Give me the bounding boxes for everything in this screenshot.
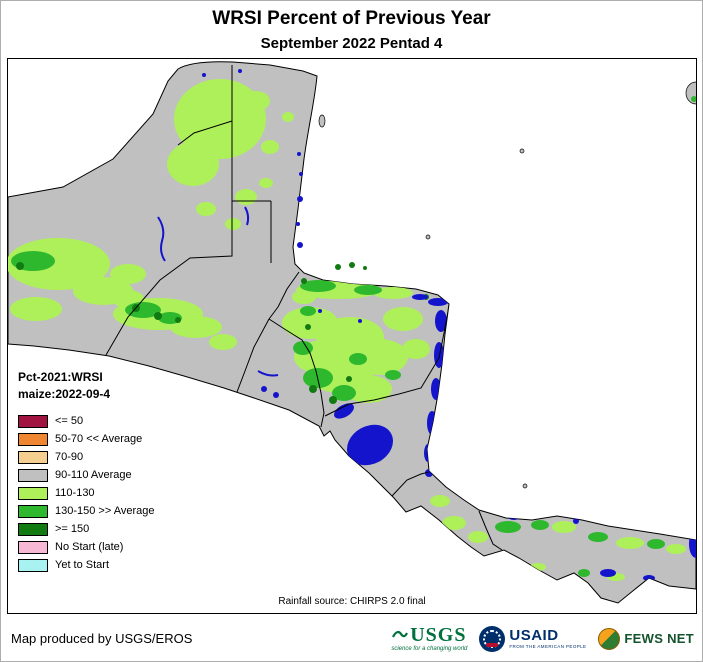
map-footer: Map produced by USGS/EROS USGS science f… [1, 614, 702, 661]
legend-label: 50-70 << Average [55, 433, 143, 445]
legend-item: 110-130 [18, 484, 155, 502]
legend-title-line1: Pct-2021:WRSI [18, 370, 103, 384]
legend-label: <= 50 [55, 415, 84, 427]
legend-swatch [18, 414, 48, 428]
usaid-tagline: FROM THE AMERICAN PEOPLE [509, 643, 587, 649]
usgs-logo-text: USGS [410, 623, 467, 646]
footer-logos: USGS science for a changing world USAID … [391, 623, 694, 652]
legend-title-line2: maize:2022-09-4 [18, 387, 111, 401]
page-subtitle: September 2022 Pentad 4 [260, 35, 443, 52]
legend-swatch [18, 522, 48, 536]
legend-swatch [18, 558, 48, 572]
usgs-logo: USGS science for a changing world [391, 623, 468, 652]
rainfall-source-note: Rainfall source: CHIRPS 2.0 final [274, 596, 430, 607]
legend-swatch [18, 486, 48, 500]
legend-label: 90-110 Average [55, 469, 132, 481]
legend-swatch [18, 504, 48, 518]
fewsnet-globe-icon [598, 627, 621, 650]
map-header: WRSI Percent of Previous Year September … [1, 1, 702, 58]
legend-label: 110-130 [55, 487, 95, 499]
map-credit: Map produced by USGS/EROS [11, 631, 193, 646]
lake-nicaragua [347, 424, 393, 466]
legend-label: No Start (late) [55, 541, 124, 553]
legend-item: Yet to Start [18, 556, 155, 574]
legend-item: 90-110 Average [18, 466, 155, 484]
islands [296, 81, 696, 489]
inland-water [157, 69, 696, 581]
legend-swatch [18, 432, 48, 446]
legend-swatch [18, 450, 48, 464]
fewsnet-logo: FEWS NET [598, 627, 694, 650]
fewsnet-logo-text: FEWS NET [624, 631, 694, 646]
usgs-tagline: science for a changing world [391, 645, 468, 652]
lake-managua [334, 403, 354, 419]
usaid-logo: USAID FROM THE AMERICAN PEOPLE [479, 625, 587, 652]
usaid-logo-text: USAID [509, 626, 559, 644]
legend-item: 50-70 << Average [18, 430, 155, 448]
rivers [157, 206, 279, 377]
legend-label: 130-150 >> Average [55, 505, 155, 517]
usgs-wave-icon [392, 630, 409, 638]
legend-items: <= 50 50-70 << Average 70-90 90-110 Aver… [18, 412, 155, 574]
legend-item: 130-150 >> Average [18, 502, 155, 520]
map-panel: Pct-2021:WRSI maize:2022-09-4 <= 50 50-7… [7, 58, 697, 614]
legend-label: 70-90 [55, 451, 84, 463]
legend-swatch [18, 540, 48, 554]
legend-swatch [18, 468, 48, 482]
central-america-map [8, 61, 696, 604]
legend-label: Yet to Start [55, 559, 110, 571]
page-title: WRSI Percent of Previous Year [212, 8, 491, 29]
legend-item: 70-90 [18, 448, 155, 466]
legend-item: <= 50 [18, 412, 155, 430]
legend-label: >= 150 [55, 523, 90, 535]
country-borders [105, 65, 503, 551]
legend-item: No Start (late) [18, 538, 155, 556]
usaid-seal-icon [479, 625, 506, 652]
wrsi-green-patches [8, 79, 686, 581]
legend-item: >= 150 [18, 520, 155, 538]
map-legend: Pct-2021:WRSI maize:2022-09-4 <= 50 50-7… [18, 369, 155, 574]
